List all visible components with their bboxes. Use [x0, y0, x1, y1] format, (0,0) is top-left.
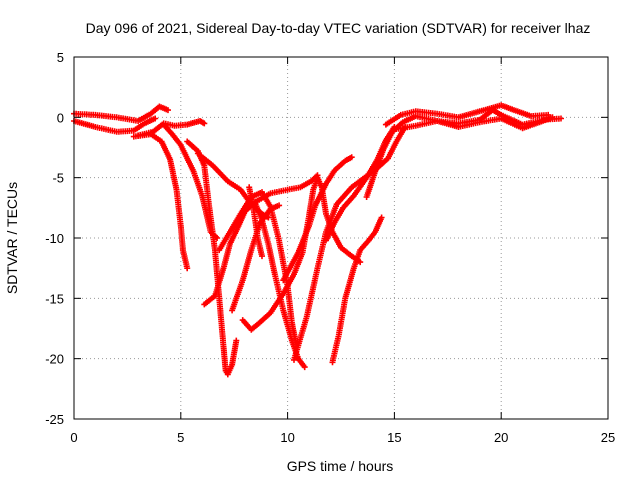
- y-tick-label: -10: [45, 231, 64, 246]
- data-point-markers: [280, 154, 355, 284]
- data-point-markers: [216, 189, 300, 348]
- series-drop-and-rise: [280, 154, 355, 284]
- x-tick-label: 25: [601, 430, 615, 445]
- chart-title: Day 096 of 2021, Sidereal Day-to-day VTE…: [86, 20, 591, 36]
- x-tick-label: 20: [494, 430, 508, 445]
- data-point-markers: [391, 114, 556, 133]
- series-recovery-a: [201, 172, 321, 308]
- series-short-dip: [246, 184, 265, 260]
- y-tick-label: -15: [45, 291, 64, 306]
- data-point-markers: [382, 102, 552, 128]
- data-point-markers: [329, 214, 385, 366]
- x-tick-label: 10: [280, 430, 294, 445]
- series-drop-to-ten: [160, 121, 221, 241]
- y-tick-label: -5: [52, 171, 64, 186]
- x-tick-label: 15: [387, 430, 401, 445]
- series-steep-recovery: [329, 214, 385, 366]
- y-tick-label: -20: [45, 352, 64, 367]
- series-late-upper: [382, 102, 552, 128]
- data-point-markers: [160, 121, 221, 241]
- series-loop-b: [216, 189, 300, 348]
- data-point-markers: [201, 172, 321, 308]
- data-point-markers: [246, 184, 265, 260]
- axis-ticks: 0 5 10 15 20 25 -25 -20 -15 -10 -5 0 5: [45, 50, 615, 445]
- series-early-drop: [130, 131, 191, 272]
- y-tick-label: -25: [45, 412, 64, 427]
- data-series: [71, 102, 564, 378]
- y-axis-label: SDTVAR / TECUs: [4, 182, 20, 294]
- x-axis-label: GPS time / hours: [287, 458, 394, 474]
- series-late-lower: [391, 114, 556, 133]
- y-tick-label: 5: [57, 50, 64, 65]
- data-point-markers: [130, 131, 191, 272]
- x-tick-label: 5: [177, 430, 184, 445]
- y-tick-label: 0: [57, 110, 64, 125]
- x-tick-label: 0: [70, 430, 77, 445]
